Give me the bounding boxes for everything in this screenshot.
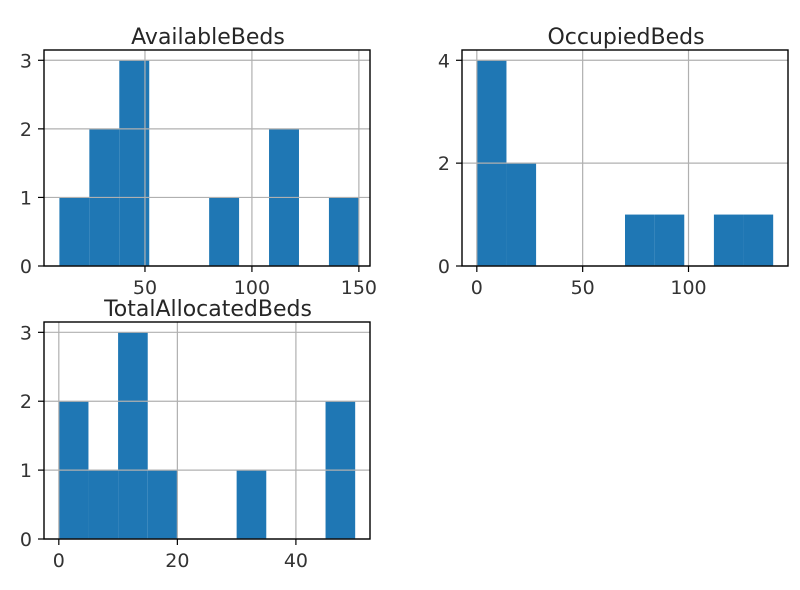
bar-available-beds-0 — [59, 197, 90, 266]
chart-title-available-beds: AvailableBeds — [131, 25, 285, 50]
histogram-total-allocated-beds: 0 20 40 0 1 2 3 TotalAllocatedBeds — [20, 297, 371, 572]
x-tick-label-occupied-beds-0: 0 — [471, 277, 483, 299]
x-tick-label-total-allocated-beds-2: 40 — [284, 550, 308, 572]
y-tick-label-occupied-beds-1: 2 — [438, 153, 450, 175]
x-tick-label-occupied-beds-2: 100 — [670, 277, 706, 299]
bar-total-allocated-beds-2 — [118, 332, 148, 539]
chart-title-occupied-beds: OccupiedBeds — [547, 25, 704, 50]
bar-available-beds-9 — [328, 197, 359, 266]
chart-title-total-allocated-beds: TotalAllocatedBeds — [103, 297, 312, 322]
histogram-available-beds: 50 100 150 0 1 2 3 AvailableBeds — [20, 25, 377, 299]
axes-frame-total-allocated-beds — [43, 321, 371, 540]
histogram-occupied-beds: 0 50 100 0 2 4 OccupiedBeds — [438, 25, 789, 299]
bar-occupied-beds-5 — [625, 214, 655, 266]
y-tick-label-occupied-beds-2: 4 — [438, 50, 450, 72]
x-tick-label-available-beds-1: 100 — [234, 277, 270, 299]
y-tick-label-occupied-beds-0: 0 — [438, 256, 450, 278]
y-tick-label-total-allocated-beds-1: 1 — [20, 460, 32, 482]
bar-available-beds-2 — [119, 60, 150, 267]
x-tick-label-total-allocated-beds-0: 0 — [53, 550, 65, 572]
bar-occupied-beds-6 — [654, 214, 685, 266]
x-tick-label-available-beds-2: 150 — [341, 277, 377, 299]
x-tick-label-available-beds-0: 50 — [133, 277, 157, 299]
x-tick-label-total-allocated-beds-1: 20 — [165, 550, 189, 572]
x-tick-label-occupied-beds-1: 50 — [571, 277, 595, 299]
bar-available-beds-5 — [209, 197, 240, 266]
bar-total-allocated-beds-6 — [236, 470, 267, 539]
y-tick-label-available-beds-0: 0 — [20, 256, 32, 278]
y-tick-label-total-allocated-beds-2: 2 — [20, 391, 32, 413]
axes-frame-occupied-beds — [461, 49, 789, 267]
bar-occupied-beds-9 — [743, 214, 774, 266]
y-tick-label-total-allocated-beds-3: 3 — [20, 322, 32, 344]
bar-total-allocated-beds-1 — [88, 470, 119, 539]
y-tick-label-total-allocated-beds-0: 0 — [20, 529, 32, 551]
y-tick-label-available-beds-2: 2 — [20, 119, 32, 141]
axes-frame-available-beds — [43, 49, 371, 267]
bar-total-allocated-beds-3 — [147, 470, 178, 539]
y-tick-label-available-beds-1: 1 — [20, 187, 32, 209]
y-tick-label-available-beds-3: 3 — [20, 50, 32, 72]
bar-occupied-beds-8 — [713, 214, 744, 266]
bar-occupied-beds-1 — [506, 163, 537, 266]
